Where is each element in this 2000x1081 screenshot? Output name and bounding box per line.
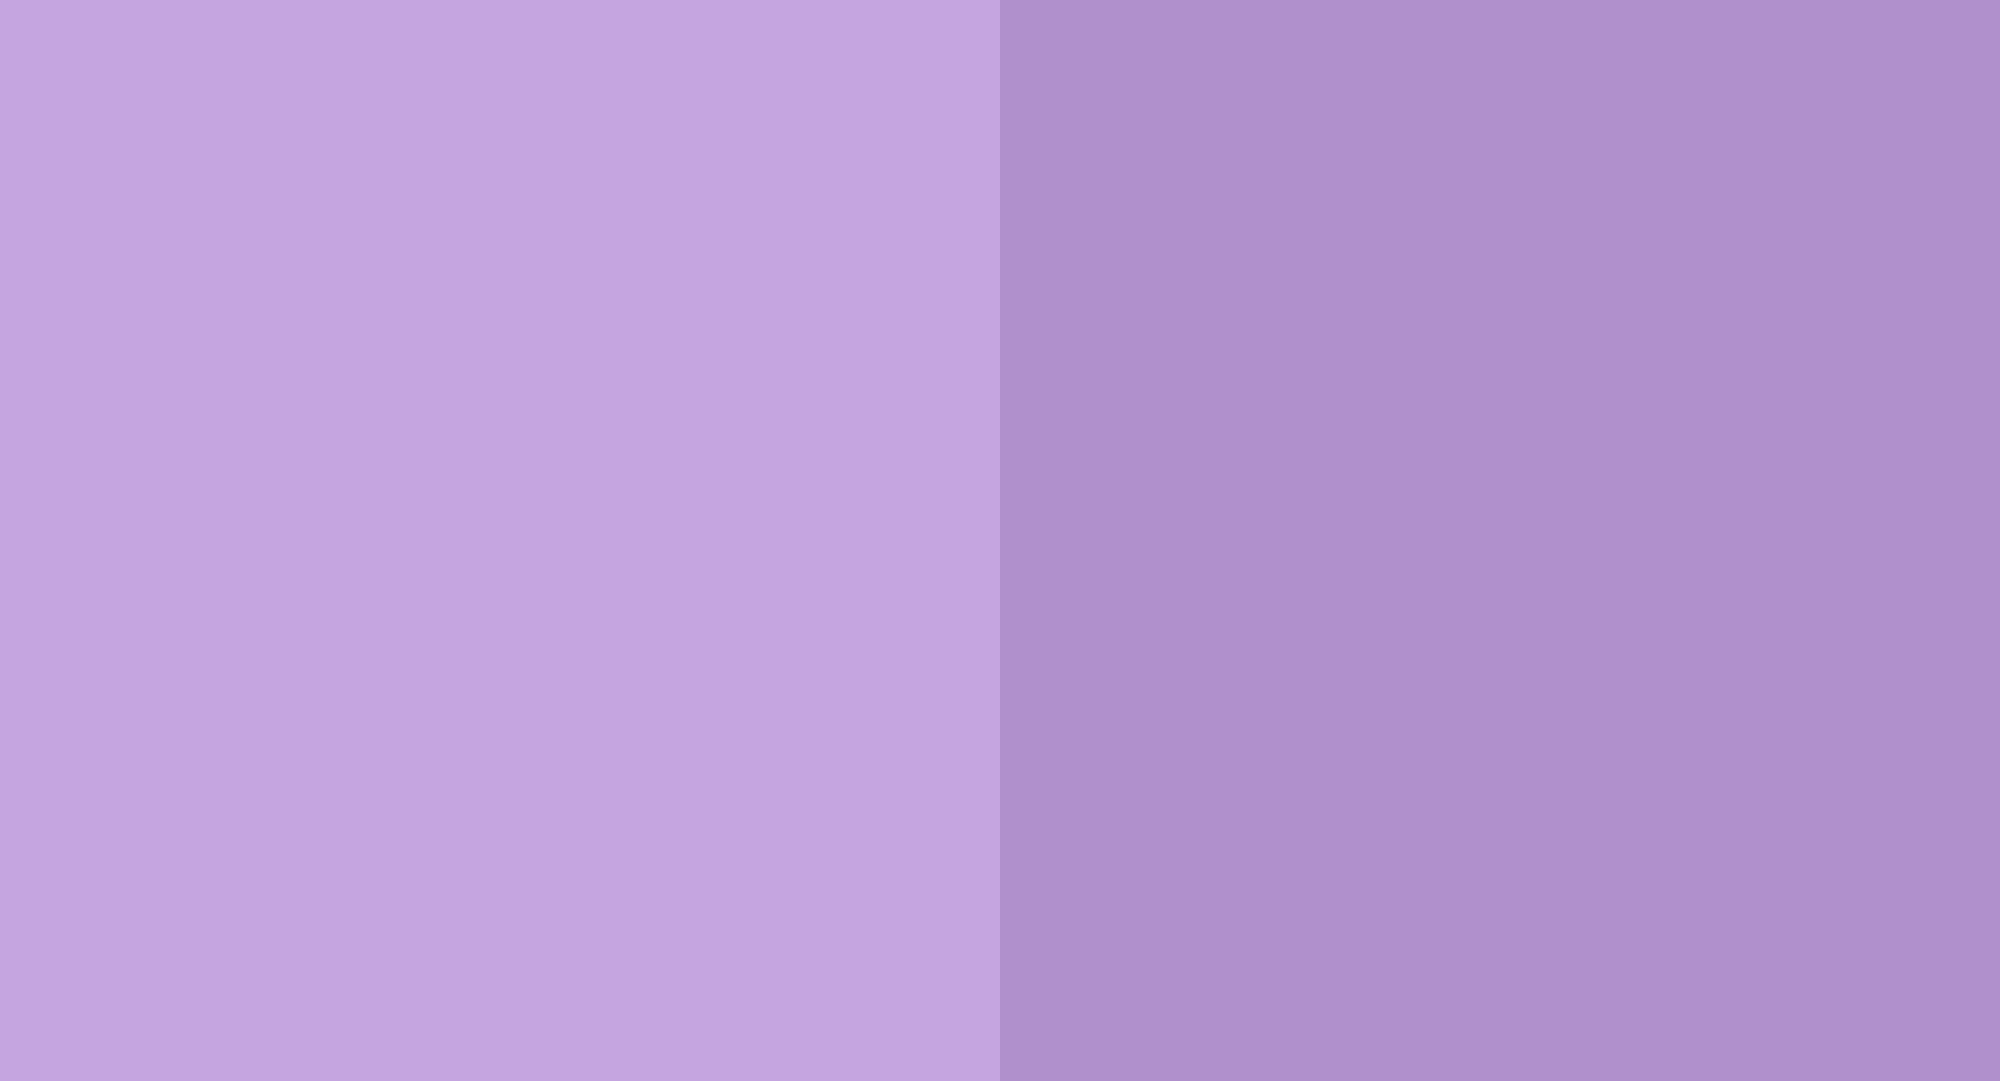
Text: Definition: Definition [432,136,536,155]
Bar [282,838,1294,1027]
Text: Generative art and music software that creates new
works based on algorithms and: Generative art and music software that c… [1318,895,1744,970]
Text: Example of Human Ability: Example of Human Ability [854,136,1128,155]
Bar [1294,373,1920,521]
Text: Computer algorithms that analyze data to identify
patterns, relationships, and t: Computer algorithms that analyze data to… [1318,726,1722,780]
Bar [1294,669,1920,838]
FancyBboxPatch shape [80,86,1920,204]
Bar [80,204,282,373]
Bar [1294,204,1920,373]
Text: Remembering people, places, and events from
the past, recalling important detail: Remembering people, places, and events f… [712,419,1088,475]
Text: The ability to focus on
certain stimuli while
filtering out others: The ability to focus on certain stimuli … [306,568,484,623]
Text: The ability to reason and
make inferences based on
perception, understanding,
an: The ability to reason and make inference… [306,717,526,790]
Bar [1294,838,1920,1027]
Bar [80,86,1920,204]
Text: Image recognition software that can identify objects,
faces, and other features : Image recognition software that can iden… [1318,271,1744,306]
Text: Computer memory, such as RAM and hard drives,
that stores information for later : Computer memory, such as RAM and hard dr… [1318,429,1718,464]
Text: Example of Computer Ability: Example of Computer Ability [1456,136,1758,155]
Bar [1294,521,1920,669]
Text: The process of organizing
and interpreting sensory
information from the
environm: The process of organizing and interpreti… [306,251,514,325]
Bar [282,521,1294,669]
Bar [80,373,282,521]
Bar [282,669,1294,838]
Text: Memory: Memory [146,438,216,456]
Text: Paying attention to important information while
ignoring distractions, multitask: Paying attention to important informatio… [712,568,1094,623]
FancyBboxPatch shape [60,76,1940,1038]
Bar [282,204,1294,373]
Text: The ability to generate
novel and valuable ideas,
products, or solutions: The ability to generate novel and valuab… [306,905,512,960]
Text: Perception: Perception [134,279,228,297]
Bar [80,669,282,838]
Text: Logic: Logic [158,745,204,762]
Text: Cognitive
Process: Cognitive Process [132,124,232,166]
Text: Programs that prioritize and sort information based
on relevance, such as email : Programs that prioritize and sort inform… [1318,568,1734,623]
Text: Solving problems through deduction,
understanding cause-and-effect relationships: Solving problems through deduction, unde… [712,726,1084,780]
Text: The ability to store and
retrieve information from
the past: The ability to store and retrieve inform… [306,419,510,475]
Bar [80,838,282,1027]
Bar [282,373,1294,521]
Text: Recognizing faces and objects, interpreting
emotions from facial expressions or : Recognizing faces and objects, interpret… [712,262,1060,316]
Bar [80,521,282,669]
Text: Attention: Attention [142,586,222,604]
Text: Creating art, music, literature, or other forms of
expression, innovating new te: Creating art, music, literature, or othe… [712,895,1096,970]
Text: Creativity: Creativity [140,923,224,942]
